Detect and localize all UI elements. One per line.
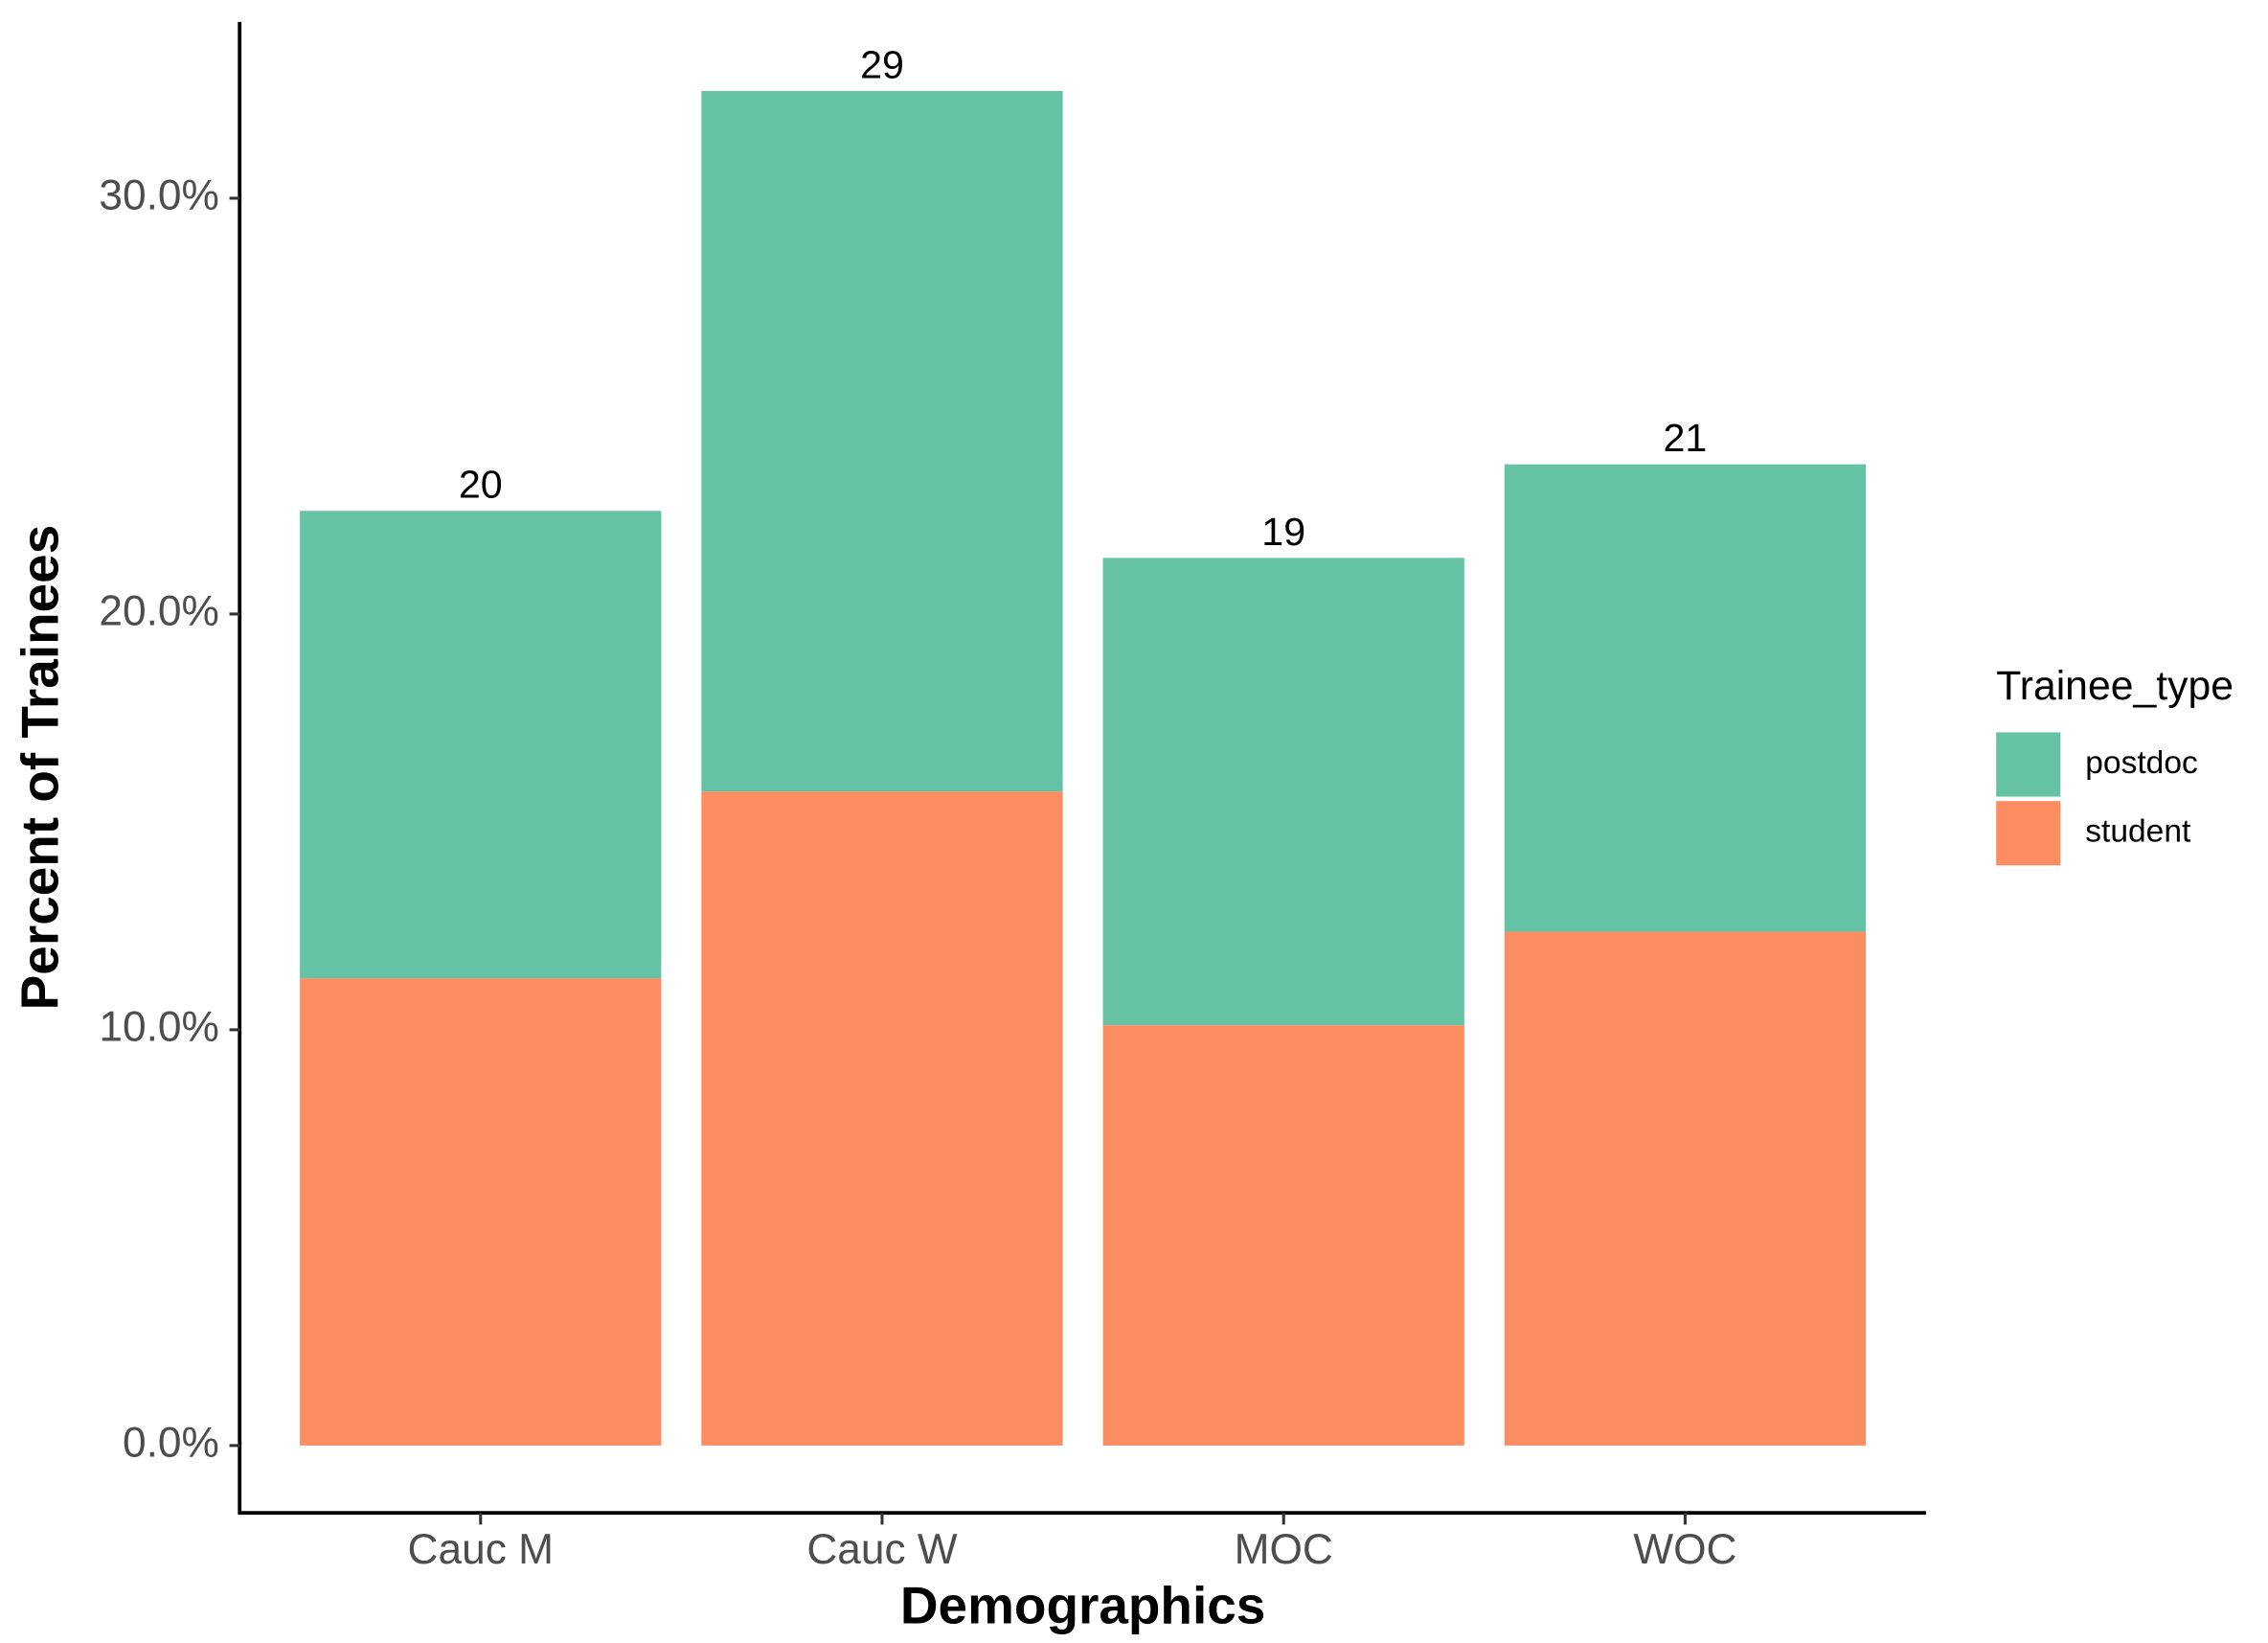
bar-segment: [300, 511, 662, 979]
y-tick-label: 30.0%: [99, 172, 218, 219]
x-tick-label: WOC: [1633, 1526, 1736, 1573]
x-tick-label: Cauc M: [408, 1526, 554, 1573]
bar-segment: [300, 978, 662, 1446]
legend-label: postdoc: [2085, 745, 2198, 781]
legend-swatch: [1996, 732, 2061, 797]
legend-label: student: [2085, 814, 2191, 850]
y-axis-title: Percent of Trainees: [10, 525, 69, 1011]
y-tick-label: 0.0%: [123, 1420, 219, 1467]
bar-segment: [701, 791, 1063, 1446]
bar-segment: [1102, 558, 1464, 1026]
bar-segment: [1504, 931, 1867, 1446]
bar-label: 29: [860, 42, 904, 86]
bar-label: 19: [1261, 510, 1305, 554]
y-tick-label: 10.0%: [99, 1004, 218, 1051]
x-axis-title: Demographics: [900, 1575, 1265, 1634]
bar-segment: [701, 90, 1063, 792]
bar-segment: [1504, 464, 1867, 932]
x-tick-label: Cauc W: [806, 1526, 958, 1573]
legend-title: Trainee_type: [1996, 663, 2234, 709]
legend-swatch: [1996, 801, 2061, 866]
bar-label: 21: [1664, 416, 1708, 460]
bar-segment: [1102, 1025, 1464, 1446]
y-tick-label: 20.0%: [99, 588, 218, 635]
x-tick-label: MOC: [1235, 1526, 1333, 1573]
bar-label: 20: [459, 463, 503, 507]
